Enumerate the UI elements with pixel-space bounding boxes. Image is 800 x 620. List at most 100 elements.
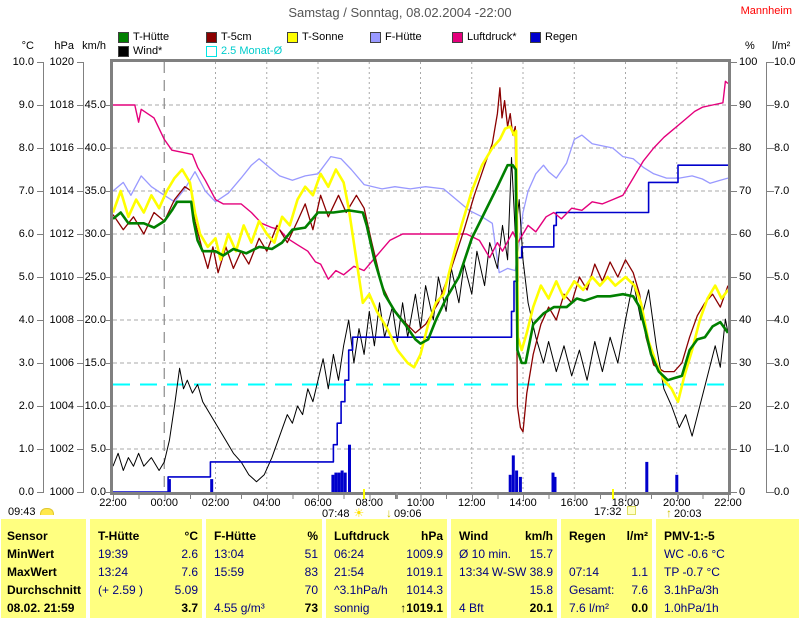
axis-unit-right-0: % [745,40,755,52]
cell-info: 06:24 [334,547,365,561]
cell-info: 21:54 [334,565,365,579]
cell-info: 4 Bft [459,601,484,615]
axis-tick-label: 45.0 [84,99,106,111]
axis-tick-label: 8.0 [774,142,790,154]
row-label-text: 08.02. 21:59 [7,601,75,615]
x-axis-label: 04:00 [252,497,281,509]
cell-info: 3.1hPa/3h [664,583,719,597]
series-wind [112,157,729,483]
axis-tick-label: 1006 [49,357,74,369]
rain-bar [331,474,335,492]
table-row: (+ 2.59 ) 5.09 [90,582,202,599]
rain-bar [210,479,214,492]
prev-moon-marker: 09:43 [8,506,54,518]
axis-tick-label: 15.0 [84,357,106,369]
moonset-time: 09:06 [394,508,422,520]
axis-tick-label: 0 [739,486,746,498]
moonrise-arrow-icon: ↑ [666,506,672,520]
cell-info: (+ 2.59 ) [98,583,144,597]
axis-tick-label: 5.0 [18,271,34,283]
column-name: Wind [459,529,489,543]
table-header-row: PMV-1:-5 [656,528,799,545]
series-t-h-tte [112,163,730,382]
x-axis-label: 20:00 [662,497,691,509]
axis-tick-label: 30.0 [84,228,106,240]
table-column-wind: Wind km/h Ø 10 min. 15.7 13:34 W-SW 38.9 15.8 4… [451,519,557,618]
x-axis-label: 12:00 [457,497,486,509]
moon-cloud-icon [39,508,54,515]
rain-bar [343,472,347,492]
cell-value: 20.1 [529,601,553,615]
cell-value: 3.7 [181,601,198,615]
axis-tick-label: 1010 [49,271,74,283]
legend-item-2-5-monat-: 2.5 Monat-Ø [206,45,282,57]
rain-bar [645,461,649,492]
table-row-label: Durchschnitt [1,582,86,599]
table-row: Gesamt: 7.6 [561,582,652,599]
table-row: 15.8 [451,582,557,599]
axis-tick-label: 1018 [49,99,74,111]
axis-tick-label: 5.0 [90,443,106,455]
column-unit: km/h [524,529,553,543]
table-row: sonnig ↑1019.1 [326,600,447,617]
axis-tick-label: 2.0 [774,400,790,412]
moonset-arrow-icon: ↓ [386,506,392,520]
table-column-f-h-tte: F-Hütte% 13:04 51 15:59 83 70 4.55 g/m³ 73 [206,519,322,618]
table-header-row: Regen l/m² [561,528,652,545]
axis-tick-label: 1000 [49,486,74,498]
axis-tick-label: 20.0 [84,314,106,326]
moonrise-marker: ↑ 20:03 [666,506,702,520]
column-name: F-Hütte [214,529,256,543]
legend-swatch-icon [452,31,463,43]
table-column-sensor: Sensor MinWert MaxWert Durchschnitt 08.02. 2… [1,519,86,618]
axis-unit-kmh: km/h [82,40,106,52]
rain-bar [167,479,171,492]
axis-tick-label: 30 [739,357,752,369]
legend-label: F-Hütte [385,31,422,43]
table-header-row: T-Hütte °C [90,528,202,545]
axis-tick-label: 1012 [49,228,74,240]
x-axis-label: 02:00 [201,497,230,509]
axis-tick-label: 10.0 [12,56,34,68]
column-unit: % [307,529,318,543]
axis-tick-label: 1004 [49,400,74,412]
axis-tick-label: 1.0 [774,443,790,455]
table-row: 19:39 2.6 [90,546,202,563]
lm2-axis-ruler [766,62,774,493]
cell-info: 19:39 [98,547,129,561]
legend-item-t-sonne: T-Sonne [287,31,344,43]
cell-value: 7.6 [631,583,648,597]
table-row: 13:34 W-SW 38.9 [451,564,557,581]
legend-label: Wind* [133,45,163,57]
sunrise-marker: 07:48 ☀ [322,506,364,520]
cell-value: 7.6 [181,565,198,579]
legend-label: Luftdruck* [467,31,517,43]
axis-tick-label: 8.0 [18,142,34,154]
table-row: 13:24 7.6 [90,564,202,581]
cell-value: 1.1 [631,565,648,579]
legend-item-f-h-tte: F-Hütte [370,31,422,43]
table-row-label: 08.02. 21:59 [1,600,86,617]
cell-value: 5.09 [174,583,198,597]
series-luftdruck [113,80,729,280]
legend-swatch-icon [118,31,129,43]
cell-value: 70 [304,583,318,597]
axis-unit-C: °C [21,40,34,52]
x-axis-label: 16:00 [560,497,589,509]
sunrise-time: 07:48 [322,508,350,520]
cell-info: 1.0hPa/1h [664,601,719,615]
legend-label: T-Hütte [133,31,170,43]
axis-tick-label: 3.0 [774,357,790,369]
row-label-text: Durchschnitt [7,583,82,597]
plot-area[interactable] [110,59,731,495]
table-row: 1.0hPa/1h [656,600,799,617]
rain-bar [551,472,555,492]
legend-swatch-icon [287,31,298,43]
legend-label: 2.5 Monat-Ø [221,45,283,57]
axis-tick-label: 3.0 [18,357,34,369]
sunset-sun-icon [626,506,636,515]
axis-tick-label: 6.0 [774,228,790,240]
moonrise-time: 20:03 [674,508,702,520]
axis-tick-label: 80 [739,142,752,154]
rain-bar [511,455,515,492]
